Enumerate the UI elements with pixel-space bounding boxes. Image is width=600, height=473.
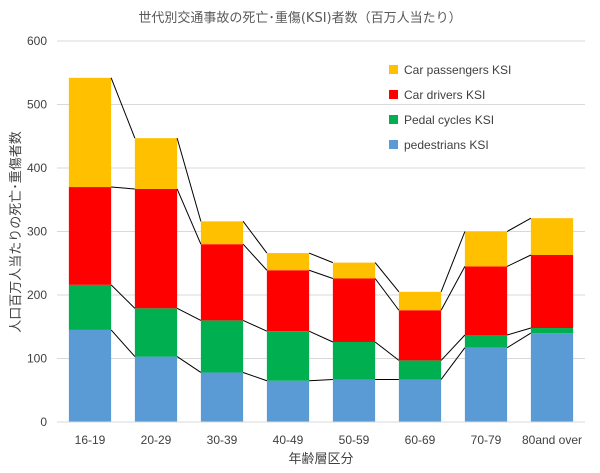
bar-segment: [266, 380, 310, 422]
bar-segment: [266, 270, 310, 332]
series-connector-line: [506, 254, 532, 267]
series-connector-line: [440, 334, 466, 361]
series-connector-line: [176, 356, 202, 373]
bar-segment: [68, 329, 112, 422]
x-tick-label: 40-49: [273, 433, 304, 447]
bar-segment: [200, 244, 244, 321]
legend-swatch: [389, 65, 398, 74]
bar-segment: [530, 254, 574, 329]
bar-segment: [68, 187, 112, 285]
series-connector-line: [308, 269, 334, 279]
bar-segment: [134, 138, 178, 189]
series-connector-line: [374, 341, 400, 361]
bar-segment: [332, 262, 376, 279]
connector-lines: [110, 77, 532, 382]
x-axis-title: 年齢層区分: [288, 452, 353, 467]
bar-segment: [266, 253, 310, 271]
y-tick-label: 400: [27, 161, 47, 175]
x-tick-label: 20-29: [141, 433, 172, 447]
x-tick-label: 80and over: [522, 433, 582, 447]
bar-segment: [530, 218, 574, 255]
series-connector-line: [440, 231, 466, 293]
x-tick-label: 70-79: [471, 433, 502, 447]
x-axis-ticks: 16-19 20-29 30-39 40-49 50-59 60-69 70-79 80and…: [75, 433, 582, 447]
bar-segment: [200, 320, 244, 373]
series-connector-line: [374, 278, 400, 311]
bar-segment: [134, 356, 178, 422]
series-connector-line: [506, 217, 532, 232]
legend-swatch: [389, 90, 398, 99]
bar-segment: [398, 291, 442, 311]
bar-segment: [464, 335, 508, 348]
series-connector-line: [242, 371, 268, 382]
series-connector-line: [111, 186, 135, 190]
y-tick-label: 100: [27, 352, 47, 366]
series-connector-line: [176, 188, 202, 245]
bar-segment: [68, 284, 112, 330]
y-tick-label: 200: [27, 288, 47, 302]
legend-swatch: [389, 140, 398, 149]
legend-label: pedestrians KSI: [404, 138, 489, 152]
series-connector-line: [308, 330, 334, 343]
series-connector-line: [440, 266, 466, 311]
y-tick-label: 300: [27, 225, 47, 239]
series-connector-line: [374, 262, 400, 293]
series-connector-line: [242, 243, 268, 271]
legend-label: Car passengers KSI: [404, 63, 511, 77]
series-connector-line: [440, 347, 466, 380]
bar-segment: [332, 341, 376, 380]
bar-segment: [464, 347, 508, 422]
series-connector-line: [242, 221, 268, 254]
bar-segment: [200, 221, 244, 245]
y-tick-label: 500: [27, 98, 47, 112]
bar-segment: [530, 328, 574, 334]
y-tick-label: 0: [40, 415, 47, 429]
bar-segment: [134, 188, 178, 309]
bar-segment: [134, 308, 178, 357]
legend-swatch: [389, 115, 398, 124]
x-tick-label: 16-19: [75, 433, 106, 447]
y-axis-title: 人口百万人当たりの死亡･重傷者数: [8, 131, 24, 333]
series-connector-line: [110, 284, 136, 309]
bar-segment: [332, 379, 376, 422]
series-connector-line: [176, 307, 202, 321]
y-axis-ticks: 0 100 200 300 400 500 600: [27, 34, 47, 429]
bar-segment: [398, 310, 442, 361]
legend: Car passengers KSI Car drivers KSI Pedal c…: [389, 63, 511, 152]
series-connector-line: [110, 329, 136, 357]
bar-segment: [68, 77, 112, 188]
legend-label: Pedal cycles KSI: [404, 113, 494, 127]
bars: [68, 77, 574, 422]
series-connector-line: [242, 319, 268, 332]
bar-segment: [398, 379, 442, 422]
series-connector-line: [308, 252, 334, 264]
y-tick-label: 600: [27, 34, 47, 48]
x-tick-label: 30-39: [207, 433, 238, 447]
bar-segment: [398, 360, 442, 380]
chart-title: 世代別交通事故の死亡･重傷(KSI)者数（百万人当たり）: [138, 10, 461, 26]
bar-segment: [266, 331, 310, 381]
legend-label: Car drivers KSI: [404, 88, 485, 102]
series-connector-line: [506, 332, 532, 349]
bar-segment: [464, 266, 508, 336]
x-tick-label: 50-59: [339, 433, 370, 447]
series-connector-line: [309, 378, 333, 382]
x-tick-label: 60-69: [405, 433, 436, 447]
series-connector-line: [506, 327, 532, 336]
bar-segment: [200, 372, 244, 422]
bar-segment: [332, 278, 376, 342]
series-connector-line: [176, 138, 202, 222]
bar-segment: [530, 333, 574, 422]
bar-segment: [464, 231, 508, 267]
series-connector-line: [110, 77, 136, 139]
